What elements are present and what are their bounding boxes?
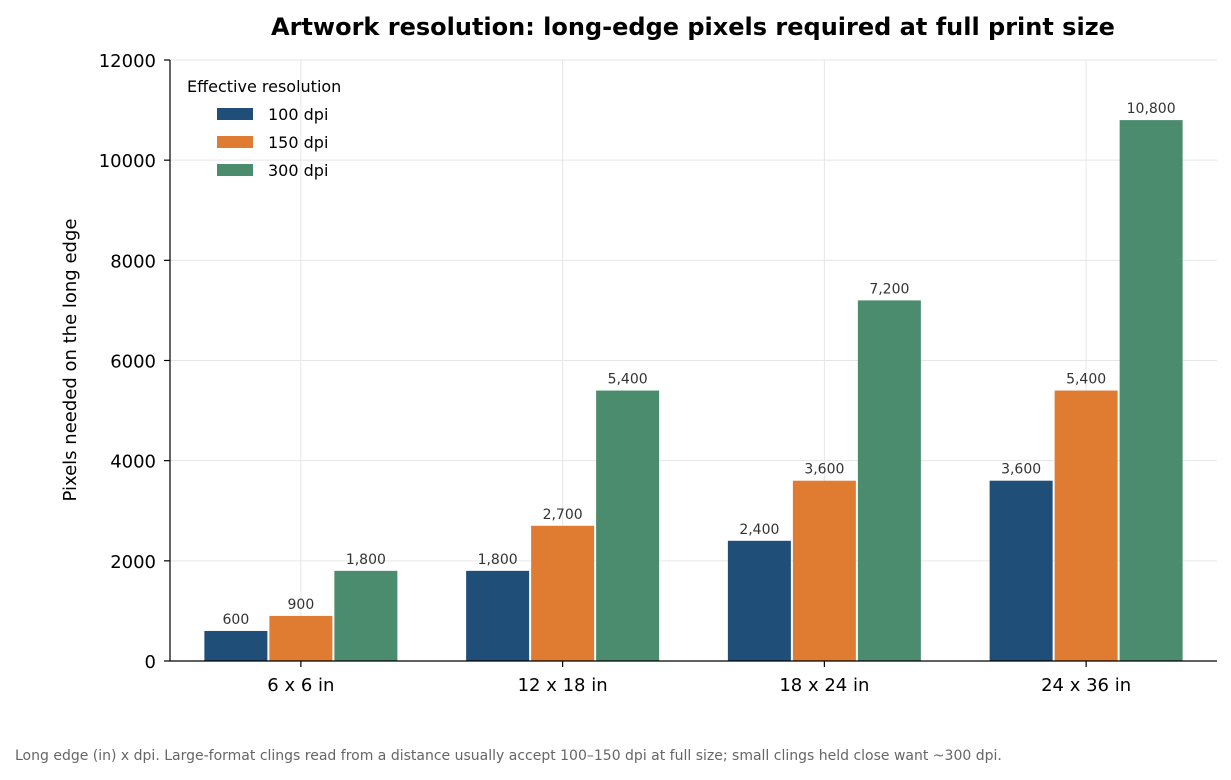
bar xyxy=(596,390,660,661)
axes: 0 2000 4000 6000 8000 10000 12000 6 x 6 in 12 x … xyxy=(99,51,1217,696)
bar-data-label: 5,400 xyxy=(608,372,648,388)
legend-entry-label: 100 dpi xyxy=(268,105,328,124)
bar xyxy=(269,615,333,661)
bar-data-label: 600 xyxy=(223,612,250,628)
bar xyxy=(1119,120,1183,662)
y-tick-label: 8000 xyxy=(110,251,156,272)
bar xyxy=(531,525,595,661)
bar-data-label: 2,700 xyxy=(543,507,583,523)
legend-swatch xyxy=(217,136,253,148)
bar xyxy=(727,540,791,661)
legend-swatch xyxy=(217,164,253,176)
bar xyxy=(989,480,1053,661)
bar-data-label: 2,400 xyxy=(739,522,779,538)
chart-title: Artwork resolution: long-edge pixels req… xyxy=(271,13,1115,41)
bar-data-label: 10,800 xyxy=(1127,101,1176,117)
bar xyxy=(1054,390,1118,661)
y-tick-label: 0 xyxy=(145,652,156,673)
legend-swatch xyxy=(217,108,253,120)
bar xyxy=(466,570,530,661)
bar xyxy=(204,630,268,661)
bar-data-label: 900 xyxy=(288,597,315,613)
bar-data-label: 5,400 xyxy=(1066,372,1106,388)
y-tick-label: 6000 xyxy=(110,352,156,373)
legend: Effective resolution 100 dpi 150 dpi 300 dp… xyxy=(187,77,341,180)
y-tick-label: 12000 xyxy=(99,51,156,72)
bar-data-label: 3,600 xyxy=(804,462,844,478)
bar xyxy=(857,300,921,661)
legend-entry-label: 150 dpi xyxy=(268,133,328,152)
bar-data-label: 1,800 xyxy=(346,552,386,568)
x-tick-label: 12 x 18 in xyxy=(518,675,608,696)
bar xyxy=(792,480,856,661)
bar-data-label: 1,800 xyxy=(478,552,518,568)
bar xyxy=(334,570,398,661)
x-tick-label: 24 x 36 in xyxy=(1041,675,1131,696)
x-tick-label: 18 x 24 in xyxy=(779,675,869,696)
y-tick-label: 4000 xyxy=(110,452,156,473)
x-tick-label: 6 x 6 in xyxy=(267,675,334,696)
bar-data-label: 3,600 xyxy=(1001,462,1041,478)
y-axis-label: Pixels needed on the long edge xyxy=(60,219,81,502)
footnote: Long edge (in) x dpi. Large-format cling… xyxy=(15,748,1002,764)
bars xyxy=(204,120,1183,662)
data-labels: 600 1,800 2,400 3,600 900 2,700 3,600 5,400 1,80… xyxy=(223,101,1176,628)
legend-entry-label: 300 dpi xyxy=(268,161,328,180)
legend-title: Effective resolution xyxy=(187,77,341,96)
y-tick-label: 10000 xyxy=(99,151,156,172)
bar-data-label: 7,200 xyxy=(869,281,909,297)
y-tick-label: 2000 xyxy=(110,552,156,573)
